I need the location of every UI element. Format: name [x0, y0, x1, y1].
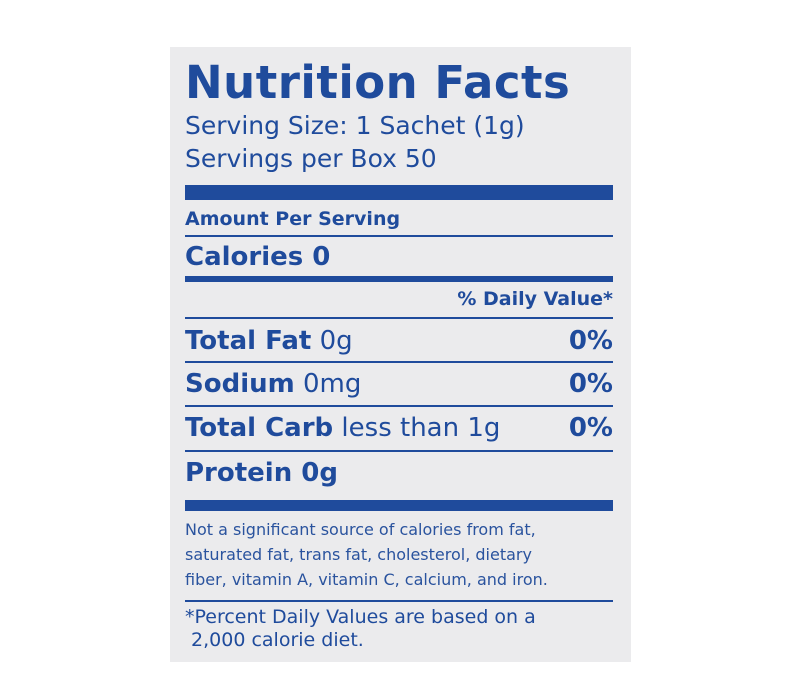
nutrient-amount: less than 1g — [341, 413, 501, 443]
nutrient-dv: 0% — [568, 369, 613, 399]
dv-note-line: 2,000 calorie diet. — [185, 629, 364, 651]
divider — [185, 405, 613, 407]
divider — [185, 600, 613, 602]
footnote-line: Not a significant source of calories fro… — [185, 520, 536, 539]
nutrient-name: Total Fat — [185, 326, 312, 356]
nutrient-name: Protein 0g — [185, 458, 338, 488]
divider — [185, 450, 613, 452]
footnote-line: saturated fat, trans fat, cholesterol, d… — [185, 545, 532, 564]
serving-size: Serving Size: 1 Sachet (1g) — [185, 111, 525, 140]
nutrition-facts-panel: Nutrition Facts Serving Size: 1 Sachet (… — [170, 47, 631, 662]
nutrient-row-total-carb: Total Carb less than 1g 0% — [185, 410, 613, 446]
nutrient-row-protein: Protein 0g — [185, 455, 613, 491]
medium-divider — [185, 276, 613, 282]
thick-divider — [185, 500, 613, 511]
thick-divider — [185, 185, 613, 200]
label-title: Nutrition Facts — [185, 56, 571, 109]
calories: Calories 0 — [185, 242, 331, 272]
dv-note-line: *Percent Daily Values are based on a — [185, 606, 536, 628]
footnote-line: fiber, vitamin A, vitamin C, calcium, an… — [185, 570, 548, 589]
nutrient-amount: 0mg — [302, 369, 362, 399]
amount-per-serving: Amount Per Serving — [185, 208, 401, 230]
nutrient-name: Total Carb — [185, 413, 334, 443]
servings-per-box: Servings per Box 50 — [185, 144, 437, 173]
nutrient-row-total-fat: Total Fat 0g 0% — [185, 323, 613, 359]
divider — [185, 235, 613, 237]
divider — [185, 361, 613, 363]
daily-value-header: % Daily Value* — [457, 288, 613, 310]
nutrient-amount: 0g — [319, 326, 353, 356]
nutrient-name: Sodium — [185, 369, 295, 399]
nutrient-row-sodium: Sodium 0mg 0% — [185, 366, 613, 402]
divider — [185, 317, 613, 319]
nutrient-dv: 0% — [568, 326, 613, 356]
nutrient-dv: 0% — [568, 413, 613, 443]
